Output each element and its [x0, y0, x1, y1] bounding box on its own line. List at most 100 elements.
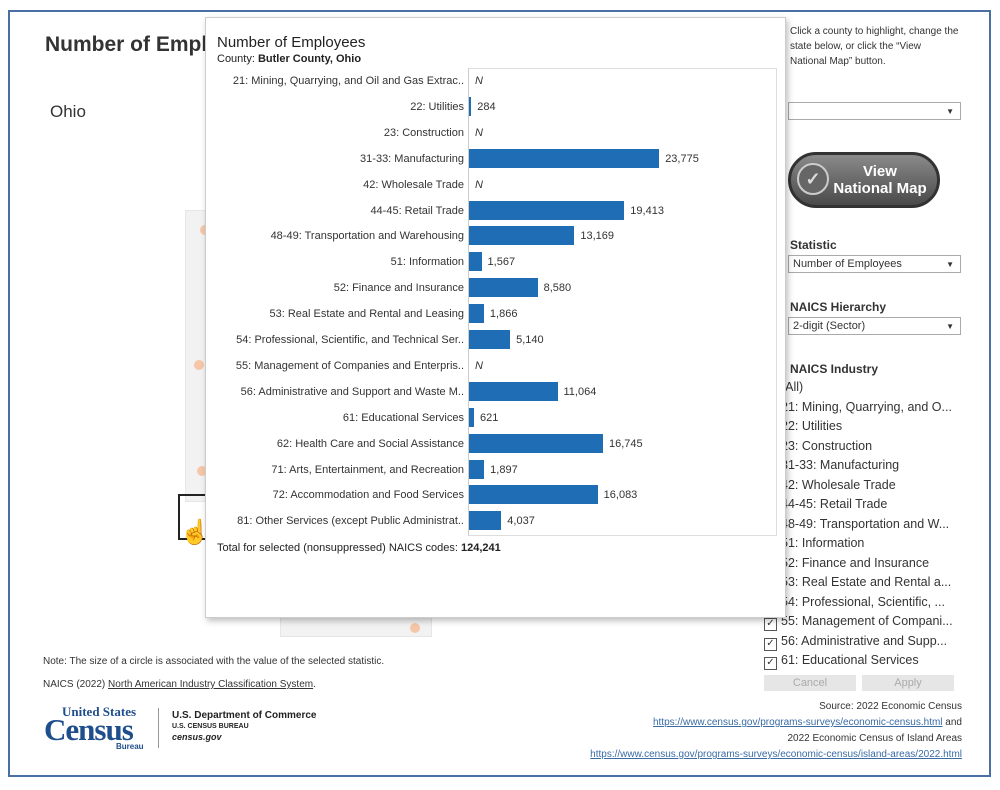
bar[interactable] [469, 304, 484, 324]
industry-filter-label: (All) [781, 380, 804, 394]
bar-category-label: 72: Accommodation and Food Services [272, 489, 464, 502]
naics-link[interactable]: North American Industry Classification S… [108, 679, 314, 690]
hierarchy-value: 2-digit (Sector) [793, 320, 866, 332]
hierarchy-dropdown[interactable]: 2-digit (Sector) ▼ [788, 317, 961, 335]
bar-category-label: 51: Information [390, 256, 464, 269]
tooltip-county: County: Butler County, Ohio [217, 53, 361, 65]
cancel-button[interactable]: Cancel [764, 675, 856, 691]
checkbox-icon[interactable]: ✓ [764, 657, 777, 670]
bar-row: 56: Administrative and Support and Waste… [206, 379, 781, 405]
bar[interactable] [469, 511, 502, 531]
source-and: and [942, 717, 962, 728]
industry-filter-label: 48-49: Transportation and W... [781, 516, 950, 531]
bar-category-label: 44-45: Retail Trade [370, 204, 464, 217]
bar-value-label: 5,140 [516, 334, 544, 346]
county-name: Butler County, Ohio [257, 53, 362, 65]
bar[interactable] [469, 433, 603, 453]
bar-category-label: 62: Health Care and Social Assistance [276, 437, 464, 450]
bar[interactable] [469, 381, 558, 401]
industry-filter-item[interactable]: ✓52: Finance and Insurance [764, 556, 964, 576]
industry-filter-item[interactable]: ✓ 61: Educational Services [764, 653, 964, 673]
view-button-line1: View [863, 163, 897, 180]
bar-row: 53: Real Estate and Rental and Leasing 1,… [206, 301, 781, 327]
industry-filter-item[interactable]: ✓54: Professional, Scientific, ... [764, 595, 964, 615]
bar-value-label: N [475, 178, 483, 191]
chart-plot-area [468, 68, 777, 536]
bar[interactable] [469, 485, 598, 505]
bar[interactable] [469, 148, 660, 168]
industry-filter-item[interactable]: ✓ 56: Administrative and Supp... [764, 634, 964, 654]
bar-row: 54: Professional, Scientific, and Techni… [206, 327, 781, 353]
bar[interactable] [469, 407, 474, 427]
industry-filter-item[interactable]: ✓21: Mining, Quarrying, and O... [764, 400, 964, 420]
selected-county-outline[interactable] [178, 494, 210, 540]
checkbox-icon[interactable]: ✓ [764, 618, 777, 631]
industry-filter-label: 31-33: Manufacturing [781, 458, 900, 472]
total-value: 124,241 [460, 542, 501, 554]
island-areas-link[interactable]: https://www.census.gov/programs-surveys/… [590, 749, 962, 760]
industry-filter-label: 54: Professional, Scientific, ... [781, 594, 945, 609]
bar-row: 51: Information 1,567 [206, 249, 781, 275]
industry-filter-item[interactable]: ✓31-33: Manufacturing [764, 458, 964, 478]
logo-united-states: United States [62, 704, 137, 719]
bar-value-label: 621 [479, 411, 499, 424]
bar-row: 22: Utilities 284 [206, 94, 781, 120]
industry-filter-item[interactable]: ✓42: Wholesale Trade [764, 478, 964, 498]
bar-value-label: 16,745 [608, 437, 643, 450]
economic-census-link[interactable]: https://www.census.gov/programs-surveys/… [652, 717, 943, 728]
bar[interactable] [469, 96, 472, 116]
bar-row: 52: Finance and Insurance 8,580 [206, 275, 781, 301]
bar-row: 55: Management of Companies and Enterpri… [206, 353, 781, 379]
apply-button[interactable]: Apply [862, 675, 954, 691]
view-national-map-button[interactable]: ✓ View National Map [788, 152, 940, 208]
bar[interactable] [469, 330, 511, 349]
employees-bar-chart: 21: Mining, Quarrying, and Oil and Gas E… [206, 68, 781, 553]
industry-filter-item[interactable]: ✓23: Construction [764, 439, 964, 459]
industry-filter-item[interactable]: ✓48-49: Transportation and W... [764, 517, 964, 537]
bar-value-label: 11,064 [563, 385, 597, 398]
bar[interactable] [469, 459, 485, 479]
chevron-down-icon: ▼ [946, 322, 954, 331]
bar-category-label: 61: Educational Services [342, 411, 464, 424]
industry-filter-label: 42: Wholesale Trade [781, 477, 896, 492]
industry-filter-label: 22: Utilities [781, 419, 843, 433]
view-button-line2: National Map [833, 180, 927, 197]
chevron-down-icon: ▼ [946, 260, 954, 269]
chevron-down-icon: ▼ [946, 107, 954, 116]
bar-value-label: 16,083 [603, 489, 638, 502]
hand-cursor-icon: ☝ [180, 519, 210, 546]
bar[interactable] [469, 252, 482, 272]
county-tooltip: Number of Employees County: Butler Count… [205, 17, 786, 618]
industry-filter-item[interactable]: ✓44-45: Retail Trade [764, 497, 964, 517]
statistic-label: Statistic [790, 238, 837, 252]
bar-value-label: 1,866 [489, 308, 518, 321]
bar-value-label: N [475, 75, 483, 87]
industry-filter-label: 23: Construction [781, 438, 873, 453]
statistic-dropdown[interactable]: Number of Employees ▼ [788, 255, 961, 273]
bar-row: 61: Educational Services 621 [206, 405, 781, 431]
bar[interactable] [469, 278, 538, 298]
industry-filter-label: 53: Real Estate and Rental a... [781, 575, 952, 589]
bar-category-label: 71: Arts, Entertainment, and Recreation [271, 463, 464, 476]
bar-value-label: 13,169 [580, 230, 614, 243]
bar-row: 48-49: Transportation and Warehousing 13,… [206, 223, 781, 249]
bar-value-label: 284 [477, 100, 496, 113]
census-logo[interactable]: United States Census Bureau [44, 704, 154, 751]
bar-category-label: 23: Construction [383, 126, 464, 139]
industry-filter-item[interactable]: ✓53: Real Estate and Rental a... [764, 575, 964, 595]
industry-filter-item[interactable]: ✓ 55: Management of Compani... [764, 614, 964, 634]
checkbox-icon[interactable]: ✓ [764, 637, 777, 651]
bar[interactable] [469, 226, 575, 246]
bar-category-label: 31-33: Manufacturing [360, 152, 464, 165]
bar-row: 81: Other Services (except Public Admini… [206, 508, 781, 534]
industry-filter-label: 52: Finance and Insurance [781, 555, 930, 570]
dept-name: U.S. Department of Commerce [172, 710, 317, 721]
bar-value-label: N [475, 359, 483, 372]
state-dropdown[interactable]: ▼ [788, 102, 961, 120]
naics-prefix: NAICS (2022) [43, 679, 109, 690]
bar[interactable] [469, 200, 625, 220]
industry-filter-item[interactable]: ✓51: Information [764, 536, 964, 556]
industry-filter-item[interactable]: ✓22: Utilities [764, 419, 964, 439]
island-areas-line: 2022 Economic Census of Island Areas [787, 733, 962, 744]
industry-filter-item[interactable]: ✓(All) [764, 380, 964, 400]
